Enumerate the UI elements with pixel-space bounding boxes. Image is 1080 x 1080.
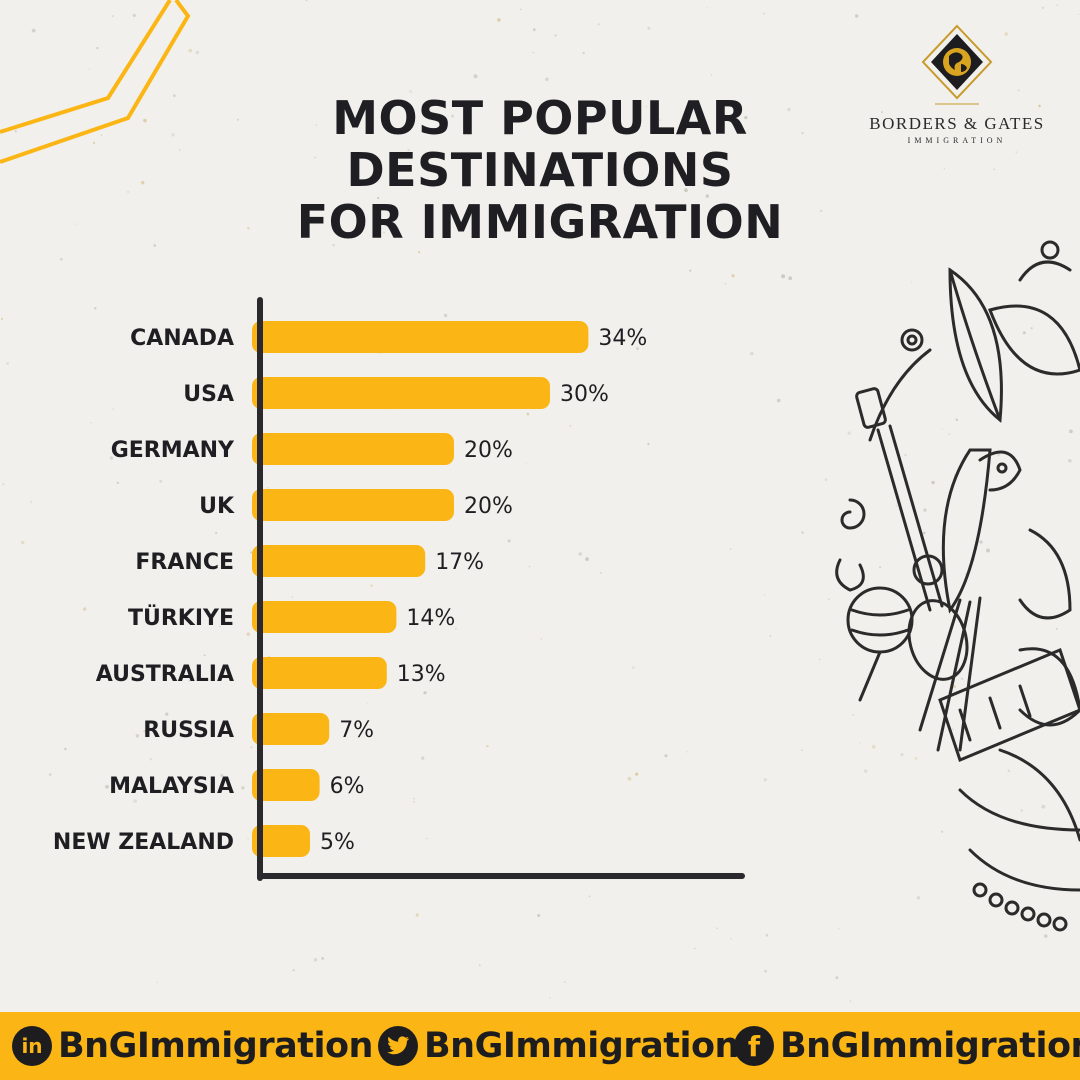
value-label: 20%	[464, 438, 513, 463]
bar-usa	[252, 377, 550, 409]
value-label: 6%	[330, 774, 365, 799]
category-label: UK	[199, 494, 235, 519]
value-label: 13%	[397, 662, 446, 687]
facebook-handle: BnGImmigration	[780, 1026, 1080, 1066]
bars-group: CANADA 34% USA 30% GERMANY 20% UK 20% FRANCE 17% T…	[53, 321, 647, 857]
brand-name: BORDERS & GATES	[869, 114, 1045, 133]
value-label: 20%	[464, 494, 513, 519]
page-title: MOST POPULAR DESTINATIONS FOR IMMIGRATIO…	[230, 92, 850, 248]
category-label: NEW ZEALAND	[53, 830, 234, 855]
linkedin-handle: BnGImmigration	[58, 1026, 373, 1066]
bar-chart: CANADA 34% USA 30% GERMANY 20% UK 20% FRANCE 17% T…	[53, 297, 745, 881]
twitter-link[interactable]: BnGImmigration	[378, 1012, 739, 1080]
linkedin-icon: in	[12, 1026, 52, 1066]
value-label: 17%	[435, 550, 484, 575]
facebook-link[interactable]: f BnGImmigration	[734, 1012, 1080, 1080]
brand-logo: BORDERS & GATES IMMIGRATION	[852, 22, 1062, 152]
category-label: GERMANY	[111, 438, 235, 463]
bar-malaysia	[252, 769, 320, 801]
category-label: FRANCE	[135, 550, 234, 575]
bar-uk	[252, 489, 454, 521]
title-line-1: MOST POPULAR	[332, 91, 748, 145]
bar-russia	[252, 713, 330, 745]
category-label: CANADA	[130, 326, 234, 351]
twitter-icon	[378, 1026, 418, 1066]
linkedin-link[interactable]: in BnGImmigration	[12, 1012, 373, 1080]
title-line-2: DESTINATIONS	[346, 143, 734, 197]
value-label: 5%	[320, 830, 355, 855]
bar-germany	[252, 433, 454, 465]
bar-france	[252, 545, 426, 577]
bar-new-zealand	[252, 825, 310, 857]
bar-türkiye	[252, 601, 397, 633]
category-label: MALAYSIA	[109, 774, 234, 799]
value-label: 14%	[406, 606, 455, 631]
twitter-handle: BnGImmigration	[424, 1026, 739, 1066]
title-line-3: FOR IMMIGRATION	[296, 195, 784, 249]
category-label: USA	[183, 382, 234, 407]
bar-australia	[252, 657, 387, 689]
corner-decoration	[0, 0, 191, 164]
social-footer: in BnGImmigration BnGImmigration f BnGIm…	[0, 1012, 1080, 1080]
brand-subtitle: IMMIGRATION	[907, 136, 1007, 145]
category-label: TÜRKIYE	[128, 605, 234, 631]
category-label: AUSTRALIA	[96, 662, 234, 687]
value-label: 34%	[598, 326, 647, 351]
bar-canada	[252, 321, 589, 353]
globe-emblem-icon	[921, 24, 993, 105]
category-label: RUSSIA	[143, 718, 234, 743]
value-label: 7%	[339, 718, 374, 743]
doodle-illustration	[835, 240, 1080, 932]
value-label: 30%	[560, 382, 609, 407]
facebook-icon: f	[734, 1026, 774, 1066]
